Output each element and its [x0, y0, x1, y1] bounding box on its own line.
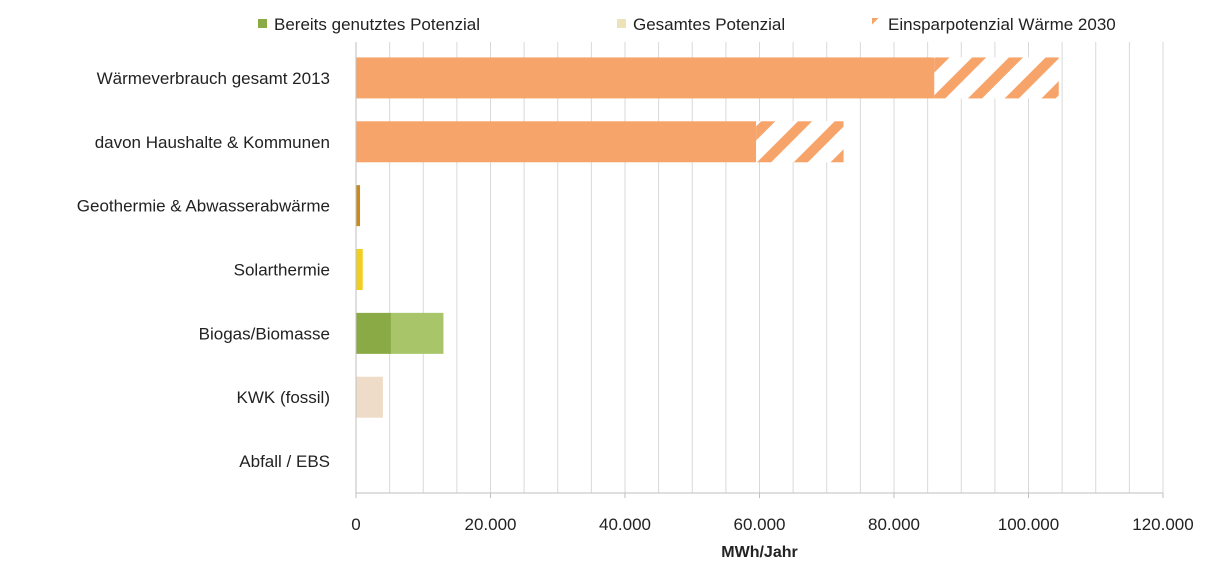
x-tick-label: 0	[351, 515, 360, 534]
legend-label: Einsparpotenzial Wärme 2030	[888, 15, 1116, 34]
axes: Wärmeverbrauch gesamt 2013 davon Haushalt…	[77, 42, 1194, 561]
bar-segment	[356, 185, 360, 226]
category-label: KWK (fossil)	[237, 388, 331, 407]
category-label: davon Haushalte & Kommunen	[95, 133, 330, 152]
grid	[356, 42, 1163, 493]
bar-segment	[756, 121, 843, 162]
x-tick-label: 40.000	[599, 515, 651, 534]
bars	[356, 57, 1059, 417]
x-axis-title: MWh/Jahr	[721, 544, 797, 561]
bar-segment	[356, 377, 383, 418]
x-tick-label: 80.000	[868, 515, 920, 534]
bar-segment	[934, 57, 1058, 98]
x-tick-label: 100.000	[998, 515, 1059, 534]
legend-swatch	[258, 19, 267, 28]
bar-segment	[356, 57, 934, 98]
category-label: Biogas/Biomasse	[199, 324, 330, 343]
legend-label: Bereits genutztes Potenzial	[274, 15, 480, 34]
category-label: Wärmeverbrauch gesamt 2013	[97, 69, 330, 88]
legend-label: Gesamtes Potenzial	[633, 15, 785, 34]
legend: Bereits genutztes Potenzial Gesamtes Pote…	[258, 15, 1116, 34]
x-tick-label: 60.000	[734, 515, 786, 534]
bar-segment	[391, 313, 443, 354]
category-label: Abfall / EBS	[239, 452, 330, 471]
legend-swatch	[872, 18, 883, 29]
legend-swatch	[617, 19, 626, 28]
bar-segment	[356, 121, 756, 162]
bar-segment	[356, 313, 391, 354]
category-label: Geothermie & Abwasserabwärme	[77, 197, 330, 216]
category-label: Solarthermie	[234, 261, 330, 280]
x-tick-label: 20.000	[465, 515, 517, 534]
bar-segment	[356, 249, 363, 290]
x-tick-label: 120.000	[1132, 515, 1193, 534]
